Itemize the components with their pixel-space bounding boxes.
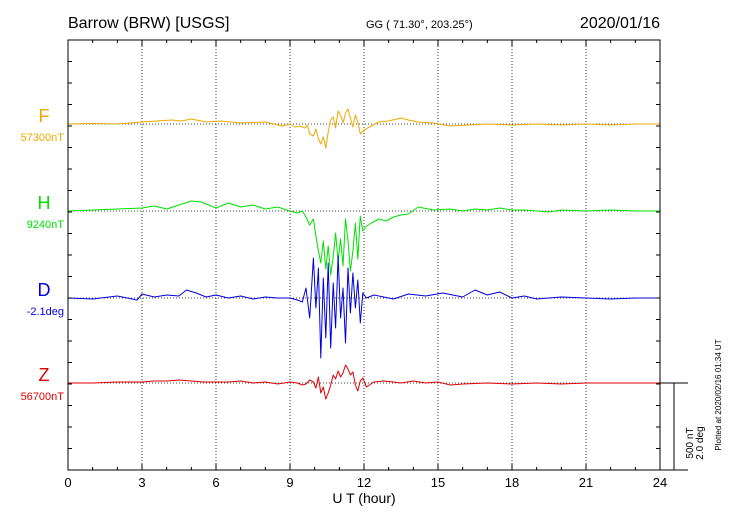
series-name-Z: Z [39,365,50,385]
series-line-F [67,108,660,149]
plot-frame [67,39,661,471]
series-name-F: F [39,106,50,126]
series-line-H [67,200,660,276]
x-tick-label: 24 [653,475,667,490]
x-tick-label: 12 [357,475,371,490]
plotted-note: Plotted at 2020/02/16 01:34 UT [714,339,723,450]
series-line-Z [68,364,660,400]
scale-bar [660,382,688,471]
series-labels: F 57300nT H 9240nT D -2.1deg Z 56700nT [21,106,65,403]
series-name-H: H [38,193,51,213]
x-axis-label: U T (hour) [332,490,395,506]
x-tick-label: 15 [431,475,445,490]
station-title: Barrow (BRW) [USGS] [68,15,230,32]
station-coords: GG ( 71.30°, 203.25°) [366,19,473,31]
x-tick-label: 0 [64,475,71,490]
axis-ticks: 0 3 6 9 12 15 18 21 24 [64,40,667,490]
series-baseline-D: -2.1deg [27,306,64,318]
scale-note-nt: 500 nT [685,427,696,458]
series-baseline-Z: 56700nT [21,391,65,403]
series-name-D: D [38,280,51,300]
x-tick-label: 3 [138,475,145,490]
series-line-D [67,255,660,359]
x-tick-label: 9 [286,475,293,490]
chart-date: 2020/01/16 [580,15,660,32]
scale-note-deg: 2.0 deg [695,426,706,459]
x-tick-label: 21 [579,475,593,490]
x-tick-label: 6 [212,475,219,490]
series-baseline-F: 57300nT [21,132,65,144]
x-tick-label: 18 [505,475,519,490]
series-lines [67,108,660,400]
series-baseline-H: 9240nT [27,219,65,231]
grid [141,40,587,470]
